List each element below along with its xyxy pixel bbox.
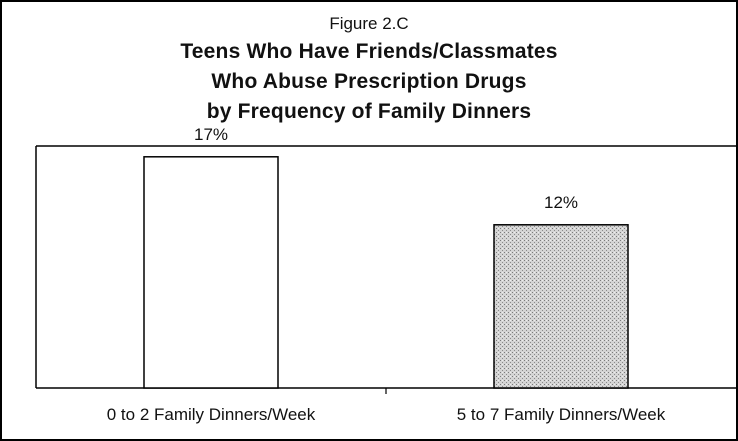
bar-2 xyxy=(493,224,629,389)
figure-label: Figure 2.C xyxy=(329,14,409,33)
chart-title-line-2: Who Abuse Prescription Drugs xyxy=(211,70,527,93)
bar-1 xyxy=(143,156,279,389)
x-tick-label-1: 0 to 2 Family Dinners/Week xyxy=(107,405,316,424)
x-tick-label-2: 5 to 7 Family Dinners/Week xyxy=(457,405,666,424)
data-label-1: 17% xyxy=(194,125,228,144)
data-label-2: 12% xyxy=(544,193,578,212)
chart-title-line-1: Teens Who Have Friends/Classmates xyxy=(180,40,558,63)
chart-title-line-3: by Frequency of Family Dinners xyxy=(206,100,532,123)
